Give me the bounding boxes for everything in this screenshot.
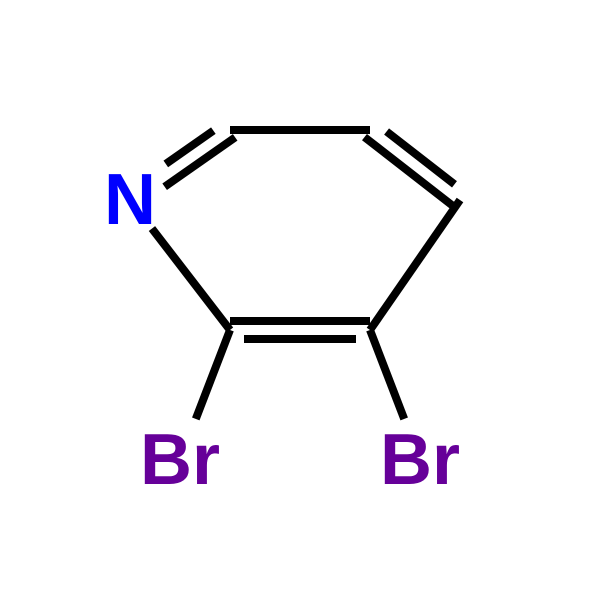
atoms-group: N Br Br bbox=[104, 160, 460, 500]
bond-line bbox=[152, 229, 230, 330]
atom-label-br: Br bbox=[140, 420, 220, 500]
molecule-svg: N Br Br bbox=[0, 0, 600, 600]
molecule-canvas: N Br Br bbox=[0, 0, 600, 600]
atom-label-n: N bbox=[104, 160, 156, 240]
atom-label-br: Br bbox=[380, 420, 460, 500]
bond-line bbox=[370, 200, 460, 330]
bonds-group bbox=[152, 130, 460, 419]
bond-line bbox=[370, 330, 404, 419]
bond-line bbox=[196, 330, 230, 419]
